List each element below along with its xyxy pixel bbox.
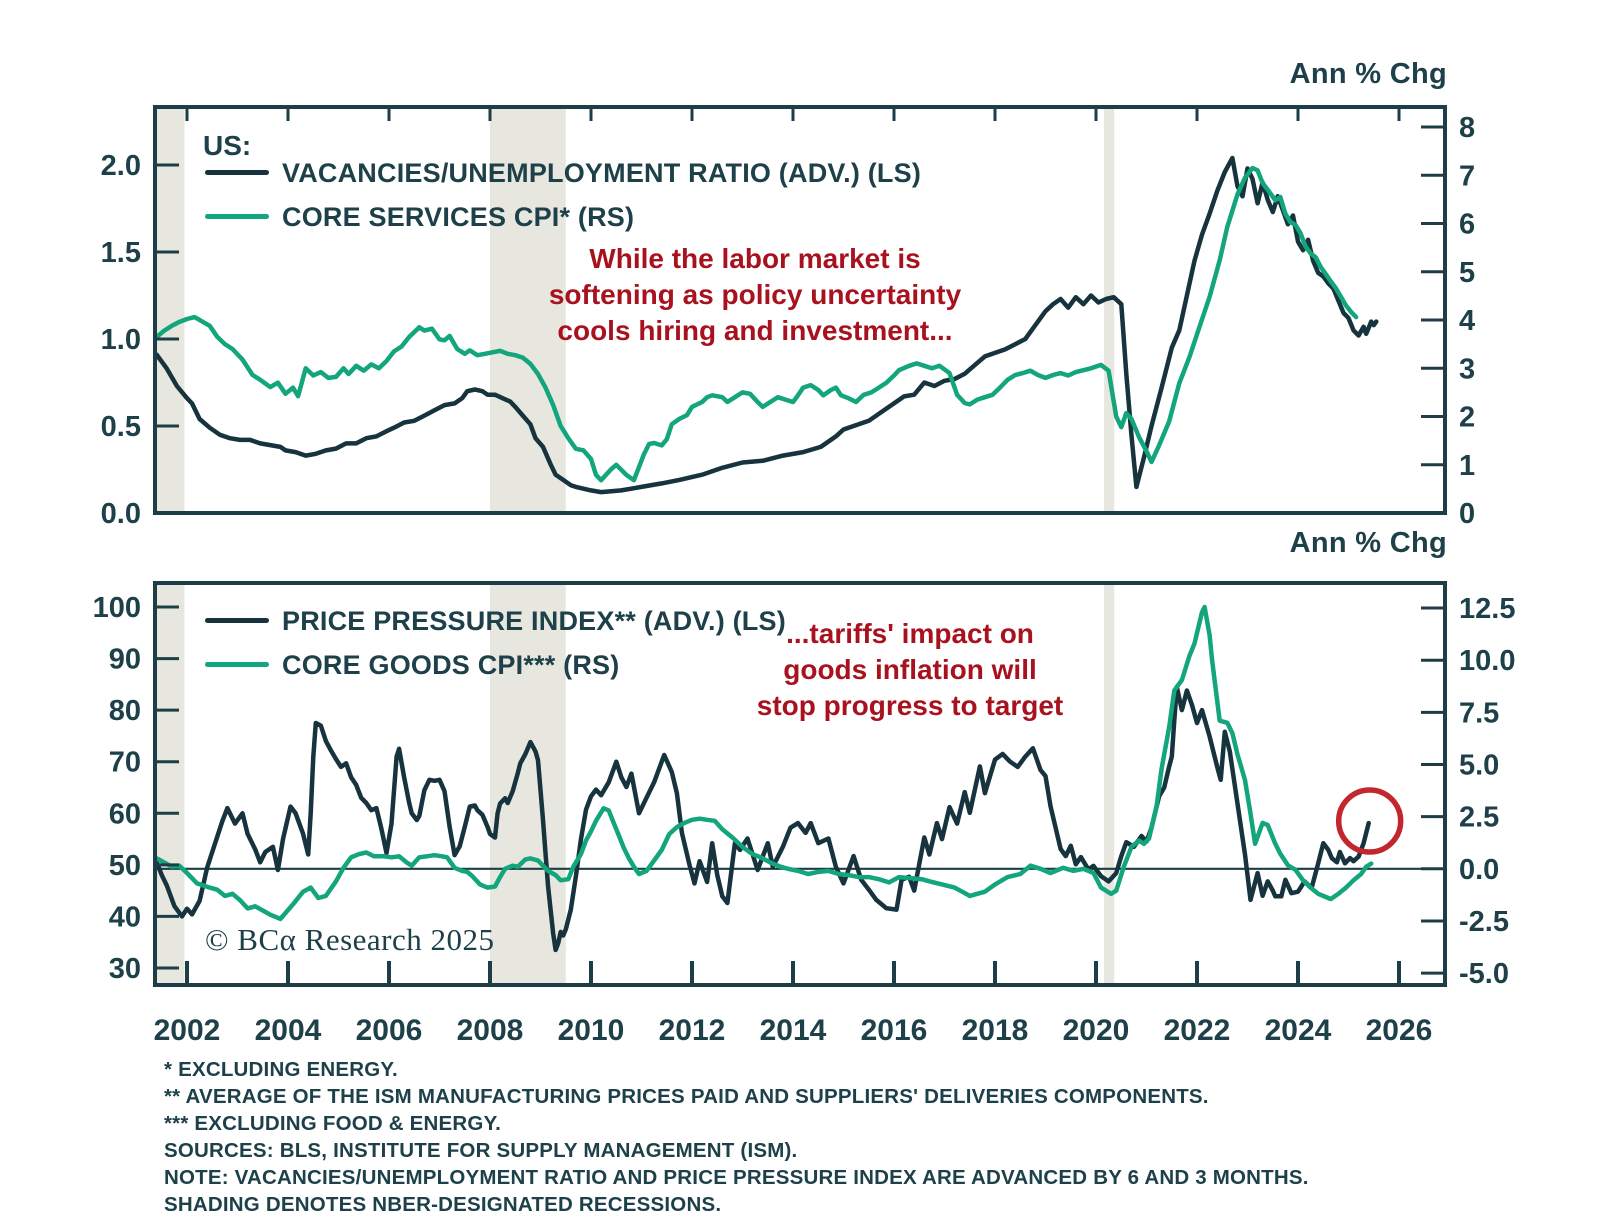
bottom-left-axis-tick-label: 100 — [93, 592, 141, 624]
bottom-left-axis-tick-label: 70 — [109, 747, 141, 779]
bottom-right-axis-tick-label: 7.5 — [1459, 697, 1499, 729]
top-right-axis-tick-label: 5 — [1459, 257, 1475, 289]
core-services-cpi-line — [155, 165, 1359, 483]
top-left-axis-tick-label: 1.0 — [101, 324, 141, 356]
recession-shading-band — [1104, 583, 1115, 985]
bottom-right-axis-tick-label: 5.0 — [1459, 750, 1499, 782]
tariffs-annotation: ...tariffs' impact on goods inflation wi… — [680, 616, 1140, 724]
legend-label-price-pressure-index: PRICE PRESSURE INDEX** (ADV.) (LS) — [282, 606, 786, 636]
x-axis-year-label: 2014 — [760, 1014, 827, 1047]
top-right-axis-tick-label: 6 — [1459, 209, 1475, 241]
top-left-axis-tick-label: 1.5 — [101, 237, 141, 269]
bottom-left-axis-tick-label: 40 — [109, 901, 141, 933]
annotation-line: cools hiring and investment... — [557, 315, 953, 346]
x-axis-year-label: 2010 — [558, 1014, 625, 1047]
top-right-axis-tick-label: 2 — [1459, 402, 1475, 434]
vacancies-unemployment-line-swatch — [205, 170, 269, 175]
x-axis-year-label: 2008 — [457, 1014, 524, 1047]
bottom-left-axis-tick-label: 90 — [109, 644, 141, 676]
annotation-line: stop progress to target — [756, 690, 1064, 721]
top-right-axis-tick-label: 1 — [1459, 450, 1475, 482]
top-left-axis-tick-label: 0.0 — [101, 498, 141, 530]
core-goods-cpi-line-swatch — [205, 662, 269, 667]
legend-label-core-services-cpi: CORE SERVICES CPI* (RS) — [282, 202, 635, 232]
bottom-left-axis-tick-label: 50 — [109, 850, 141, 882]
x-axis-year-label: 2018 — [962, 1014, 1029, 1047]
footnote-shading-note: SHADING DENOTES NBER-DESIGNATED RECESSIO… — [164, 1193, 722, 1216]
recession-shading-band — [155, 583, 185, 985]
legend-label-vacancies-unemployment: VACANCIES/UNEMPLOYMENT RATIO (ADV.) (LS) — [282, 158, 922, 188]
top-right-axis-tick-label: 4 — [1459, 305, 1475, 337]
footnote-sources: SOURCES: BLS, INSTITUTE FOR SUPPLY MANAG… — [164, 1139, 798, 1162]
footnotes-block: * EXCLUDING ENERGY. ** AVERAGE OF THE IS… — [164, 1056, 1309, 1218]
x-axis-year-label: 2002 — [154, 1014, 221, 1047]
recession-shading-band — [490, 107, 566, 513]
price-pressure-index-line — [155, 684, 1371, 953]
recession-shading-band — [1104, 107, 1115, 513]
legend-title-us: US: — [203, 130, 252, 161]
x-axis-year-label: 2026 — [1366, 1014, 1433, 1047]
x-axis-year-label: 2024 — [1265, 1014, 1332, 1047]
top-right-axis-tick-label: 0 — [1459, 498, 1475, 530]
core-goods-cpi-line — [155, 604, 1374, 922]
top-right-axis-tick-label: 7 — [1459, 160, 1475, 192]
x-axis-year-label: 2006 — [356, 1014, 423, 1047]
bottom-right-axis-tick-label: 12.5 — [1459, 593, 1515, 625]
legend-label-core-goods-cpi: CORE GOODS CPI*** (RS) — [282, 650, 620, 680]
top-panel-border — [153, 105, 1447, 515]
bottom-left-axis-tick-label: 60 — [109, 798, 141, 830]
annotation-line: softening as policy uncertainty — [548, 279, 962, 310]
top-left-axis-tick-label: 0.5 — [101, 411, 141, 443]
bottom-left-axis-tick-label: 80 — [109, 695, 141, 727]
bottom-right-axis-tick-label: -2.5 — [1459, 906, 1509, 938]
annotation-line: goods inflation will — [783, 654, 1037, 685]
bottom-right-axis-tick-label: 0.0 — [1459, 854, 1499, 886]
recession-shading-band — [155, 107, 185, 513]
x-axis-year-label: 2004 — [255, 1014, 322, 1047]
top-left-axis-tick-label: 2.0 — [101, 150, 141, 182]
bca-research-copyright: © BCα Research 2025 — [205, 922, 495, 957]
annotation-line: While the labor market is — [589, 243, 921, 274]
labor-market-annotation: While the labor market is softening as p… — [520, 241, 990, 349]
x-axis-year-label: 2022 — [1164, 1014, 1231, 1047]
bottom-right-axis-tick-label: 2.5 — [1459, 802, 1499, 834]
bottom-panel-border — [153, 581, 1447, 987]
top-right-axis-tick-label: 3 — [1459, 353, 1475, 385]
top-right-axis-unit-label: Ann % Chg — [1289, 58, 1447, 90]
x-axis-year-label: 2020 — [1063, 1014, 1130, 1047]
bottom-right-axis-tick-label: 10.0 — [1459, 645, 1515, 677]
core-services-cpi-line-swatch — [205, 214, 269, 219]
footnote-ism-components: ** AVERAGE OF THE ISM MANUFACTURING PRIC… — [164, 1085, 1209, 1108]
bottom-right-axis-tick-label: -5.0 — [1459, 958, 1509, 990]
annotation-line: ...tariffs' impact on — [786, 618, 1034, 649]
x-axis-year-label: 2012 — [659, 1014, 726, 1047]
footnote-advanced-note: NOTE: VACANCIES/UNEMPLOYMENT RATIO AND P… — [164, 1166, 1309, 1189]
vacancies-unemployment-ratio-line — [155, 155, 1379, 495]
bottom-left-axis-tick-label: 30 — [109, 953, 141, 985]
price-pressure-index-line-swatch — [205, 618, 269, 623]
x-axis-year-label: 2016 — [861, 1014, 928, 1047]
bottom-right-axis-unit-label: Ann % Chg — [1289, 527, 1447, 559]
footnote-excluding-energy: * EXCLUDING ENERGY. — [164, 1058, 398, 1081]
top-right-axis-tick-label: 8 — [1459, 112, 1475, 144]
footnote-excluding-food-energy: *** EXCLUDING FOOD & ENERGY. — [164, 1112, 502, 1135]
latest-point-highlight-circle — [1335, 787, 1404, 855]
